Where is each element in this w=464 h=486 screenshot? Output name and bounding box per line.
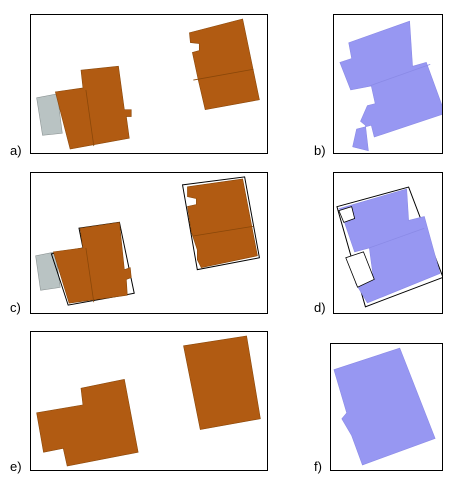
blue-building <box>339 20 442 152</box>
panel-d-frame <box>333 172 443 314</box>
cutout-lower-left <box>345 251 375 288</box>
brown-building-left <box>54 65 132 150</box>
panel-e-label: e) <box>10 459 22 474</box>
panel-f-frame <box>330 343 443 471</box>
panel-a-label: a) <box>10 143 22 158</box>
outline-right <box>181 176 260 271</box>
blue-building <box>338 188 441 304</box>
brown-building-right <box>189 18 260 110</box>
panel-b-label: b) <box>314 143 326 158</box>
brown-building-left-division <box>85 247 95 303</box>
brown-building-left-division <box>85 89 95 147</box>
brown-building-left <box>36 378 139 467</box>
panel-c-drawing <box>35 176 260 306</box>
panel-e-frame <box>30 331 268 471</box>
brown-building-right <box>187 178 258 268</box>
blue-building-division <box>369 227 425 249</box>
brown-building-right <box>183 335 261 430</box>
blue-building-division <box>369 63 431 87</box>
blue-building <box>333 347 436 466</box>
panel-f-label: f) <box>314 459 322 474</box>
panel-c-label: c) <box>10 300 21 315</box>
cutout-top-left <box>338 206 356 223</box>
panel-c-frame <box>30 172 268 314</box>
panel-a-frame <box>30 14 268 154</box>
panel-b-drawing <box>339 20 442 152</box>
panel-b-frame <box>333 14 443 154</box>
panel-f-drawing <box>333 347 436 466</box>
panel-a-drawing <box>36 18 260 150</box>
panel-d-drawing <box>336 186 442 308</box>
brown-building-right-division <box>193 68 254 81</box>
brown-building-right-division <box>192 225 254 237</box>
panel-d-label: d) <box>314 300 326 315</box>
panel-e-drawing <box>36 335 261 467</box>
gray-annex-left <box>36 93 63 136</box>
brown-building-left <box>52 221 132 304</box>
